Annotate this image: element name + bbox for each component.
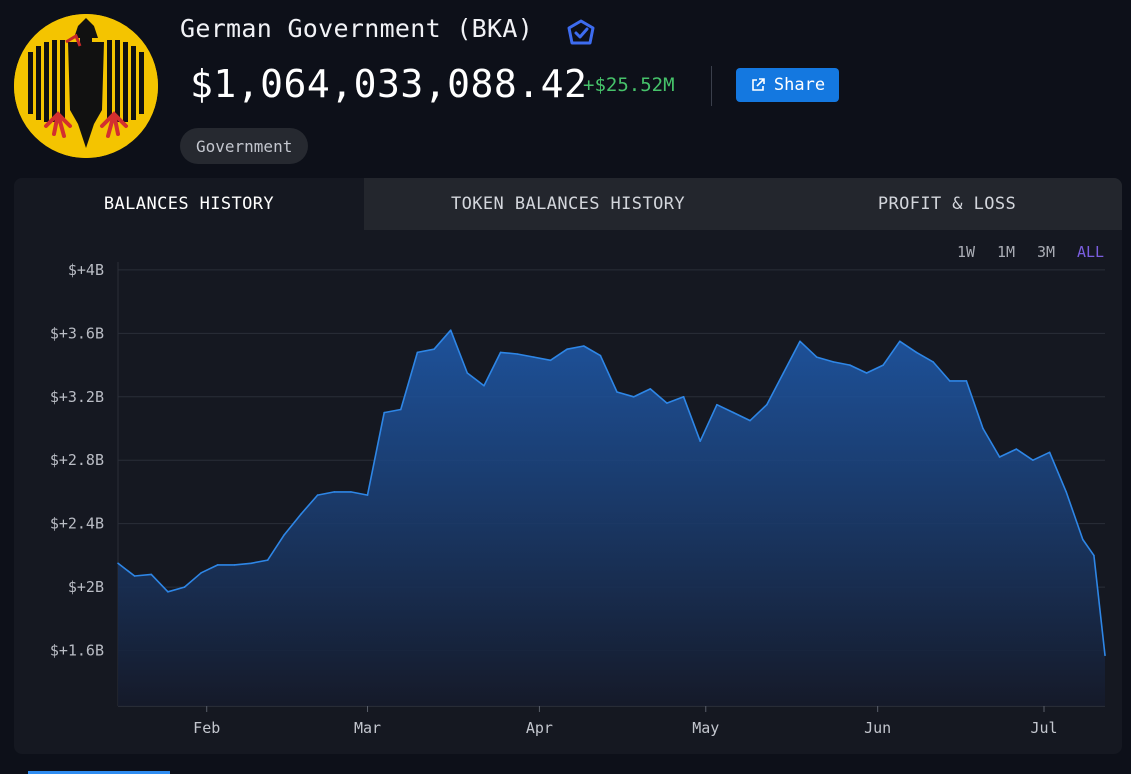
data-point (766, 403, 768, 406)
data-point (1065, 491, 1067, 493)
data-point (250, 562, 252, 565)
y-tick-label: $+3.2B (50, 388, 104, 406)
y-tick-label: $+3.6B (50, 324, 104, 342)
data-point (749, 419, 751, 422)
data-point (466, 372, 469, 374)
data-point (666, 402, 668, 404)
data-point (899, 340, 901, 343)
data-point (333, 491, 336, 493)
eagle-emblem-icon (14, 14, 158, 158)
data-point (549, 359, 552, 362)
data-point (117, 562, 119, 565)
data-point (1015, 448, 1018, 450)
data-point (982, 427, 984, 430)
range-all[interactable]: ALL (1077, 243, 1105, 261)
data-point (499, 351, 502, 354)
divider (711, 66, 712, 106)
data-point (516, 353, 518, 355)
verified-badge-icon (567, 19, 595, 45)
data-point (782, 372, 785, 374)
y-tick-label: $+1.6B (50, 642, 104, 660)
tab-balances-history[interactable]: BALANCES HISTORY (14, 178, 364, 230)
data-point (932, 361, 934, 363)
data-point (948, 380, 951, 382)
data-point (533, 356, 535, 358)
data-point (699, 440, 701, 443)
x-tick-label: Feb (193, 719, 220, 737)
data-point (799, 340, 801, 343)
external-link-icon (752, 78, 765, 91)
share-button[interactable]: Share (736, 68, 839, 102)
data-point (732, 411, 735, 414)
data-point (915, 351, 918, 354)
data-point (366, 494, 369, 496)
data-point (233, 564, 236, 566)
data-point (133, 575, 136, 577)
data-point (882, 364, 884, 366)
data-point (998, 456, 1001, 458)
data-point (300, 513, 302, 515)
data-point (815, 356, 818, 358)
y-tick-label: $+2B (68, 578, 104, 596)
data-point (716, 403, 718, 406)
range-1m[interactable]: 1M (997, 243, 1016, 261)
data-point (150, 573, 153, 576)
data-point (483, 384, 485, 387)
tab-profit-and-loss[interactable]: PROFIT & LOSS (772, 178, 1122, 230)
data-point (832, 361, 835, 363)
data-point (400, 408, 402, 411)
data-point (865, 372, 868, 374)
range-3m[interactable]: 3M (1037, 243, 1056, 261)
data-point (167, 591, 169, 593)
data-point (383, 411, 386, 414)
data-point (1104, 654, 1106, 657)
x-tick-label: May (692, 719, 719, 737)
data-point (1082, 538, 1084, 541)
data-point (449, 329, 452, 332)
x-tick-label: Jun (864, 719, 891, 737)
y-tick-label: $+4B (68, 261, 104, 279)
tab-token-balances-history[interactable]: TOKEN BALANCES HISTORY (364, 178, 772, 230)
data-point (965, 380, 968, 382)
avatar (14, 14, 158, 158)
data-point (283, 533, 286, 536)
x-tick-label: Mar (354, 719, 381, 737)
y-tick-label: $+2.4B (50, 515, 104, 533)
data-point (350, 491, 352, 493)
data-point (266, 559, 269, 561)
data-point (649, 388, 652, 390)
data-point (599, 354, 602, 357)
data-point (217, 564, 219, 566)
data-point (316, 494, 319, 496)
data-point (583, 345, 585, 347)
balance-change: +$25.52M (583, 74, 675, 96)
data-point (632, 396, 635, 398)
category-tag[interactable]: Government (180, 128, 309, 164)
entity-name: German Government (BKA) (180, 14, 534, 43)
y-tick-label: $+2.8B (50, 451, 104, 469)
data-point (416, 351, 419, 354)
data-point (616, 391, 618, 393)
balance-area (118, 330, 1105, 706)
range-1w[interactable]: 1W (957, 243, 976, 261)
data-point (183, 586, 186, 588)
data-point (433, 348, 435, 351)
data-point (682, 396, 685, 398)
x-tick-label: Jul (1030, 719, 1057, 737)
share-label: Share (773, 75, 826, 95)
data-point (1048, 451, 1051, 454)
data-point (1032, 459, 1034, 462)
data-point (566, 348, 568, 351)
x-tick-label: Apr (526, 719, 553, 737)
scroll-indicator (28, 771, 170, 774)
data-point (849, 364, 851, 366)
data-point (1093, 554, 1095, 557)
data-point (200, 572, 202, 574)
total-balance: $1,064,033,088.42 (190, 62, 588, 106)
